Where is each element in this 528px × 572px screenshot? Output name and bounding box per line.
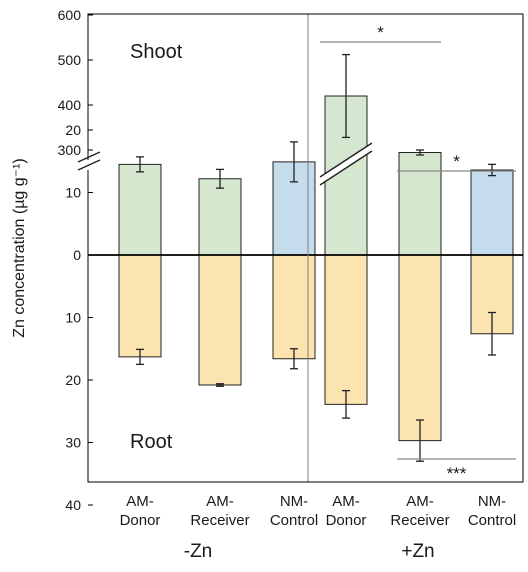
significance-label: * — [377, 23, 384, 42]
x-category-label: AM-Receiver — [190, 493, 249, 529]
x-category-label: AM-Donor — [120, 493, 161, 529]
root-error-bar — [416, 419, 424, 462]
plot-frame — [87, 13, 524, 483]
bar-break-mark — [319, 150, 373, 186]
y-tick-label: 600 — [58, 7, 82, 23]
significance-layer: ***** — [320, 23, 516, 483]
significance-label: *** — [447, 464, 467, 483]
shoot-label: Shoot — [130, 41, 183, 63]
bar-break-gap — [322, 144, 370, 184]
axis-break-mark — [77, 159, 101, 171]
x-category-label: AM-Receiver — [390, 493, 449, 529]
root-bar — [272, 254, 316, 360]
x-category-label: AM-Donor — [326, 493, 367, 529]
shoot-error-bar — [416, 149, 424, 156]
root-error-bar — [136, 348, 144, 366]
group-label-plus-zn: +Zn — [401, 541, 434, 562]
y-tick-label: 10 — [65, 310, 81, 326]
y-tick-label: 20 — [65, 122, 81, 138]
shoot-bar — [198, 178, 242, 256]
y-axis-title: Zn concentration (µg g⁻¹) — [11, 158, 28, 338]
y-axis-ticks: 0 10 20 30 40 10 20 300 400 500 600 — [58, 7, 93, 513]
y-tick-label: 500 — [58, 52, 82, 68]
shoot-bar — [470, 169, 514, 256]
x-axis-labels: AM-DonorAM-ReceiverNM-ControlAM-DonorAM-… — [120, 493, 517, 529]
y-tick-label: 300 — [58, 142, 82, 158]
y-tick-label: 20 — [65, 372, 81, 388]
bar-break-mark — [319, 142, 373, 178]
x-category-label: NM-Control — [270, 493, 318, 529]
root-error-bar — [488, 311, 496, 356]
shoot-error-bar — [136, 156, 144, 173]
x-category-label: NM-Control — [468, 493, 516, 529]
root-error-bar — [216, 383, 224, 387]
root-error-bar — [290, 348, 298, 370]
group-label-minus-zn: -Zn — [184, 541, 213, 562]
shoot-error-bar — [342, 53, 350, 139]
root-bar — [324, 254, 368, 405]
y-tick-label: 400 — [58, 97, 82, 113]
y-tick-label: 30 — [65, 435, 81, 451]
shoot-bar — [118, 163, 162, 256]
root-error-bar — [342, 389, 350, 419]
root-label: Root — [130, 431, 173, 453]
axis-break-marks — [77, 142, 373, 186]
error-bars-layer — [136, 53, 496, 462]
shoot-error-bar — [488, 163, 496, 177]
shoot-error-bar — [216, 168, 224, 189]
shoot-error-bar — [290, 141, 298, 183]
root-bar — [398, 254, 442, 442]
bars-layer — [118, 95, 514, 442]
shoot-bar — [398, 152, 442, 256]
axis-break-mark — [77, 151, 101, 163]
y-tick-label: 40 — [65, 497, 81, 513]
significance-label: * — [453, 152, 460, 171]
root-bar — [198, 254, 242, 386]
root-bar — [118, 254, 162, 358]
y-tick-label: 0 — [73, 247, 81, 263]
y-tick-label: 10 — [65, 185, 81, 201]
